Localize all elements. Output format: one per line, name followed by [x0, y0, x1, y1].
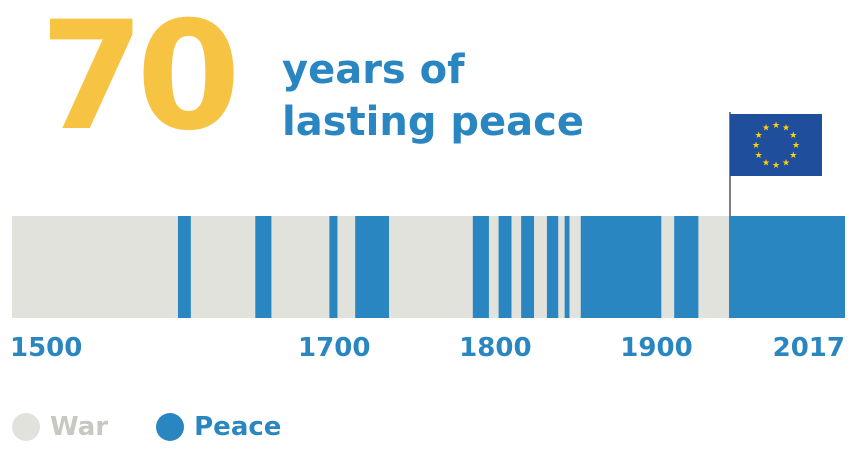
- flag-star-icon: ★: [782, 124, 790, 134]
- legend-label-peace: Peace: [194, 412, 282, 442]
- flag-star-icon: ★: [772, 161, 780, 171]
- flag-star-icon: ★: [762, 158, 770, 168]
- flag-star-icon: ★: [752, 141, 760, 151]
- peace-bar-1911-1926: [674, 216, 699, 318]
- peace-bar-1832-1839: [546, 216, 559, 318]
- peace-bar-1945-2017: [728, 216, 845, 318]
- headline-number: 70: [40, 0, 241, 164]
- tick-label-2017: 2017: [773, 333, 845, 363]
- flag-star-icon: ★: [792, 141, 800, 151]
- peace-bar-1786-1796: [472, 216, 489, 318]
- x-axis-tick-labels: 1500 1700 1800 1900 2017: [10, 333, 845, 363]
- legend: War Peace: [12, 412, 329, 442]
- peace-timeline-chart: ★ ★★★★★★★★★★★ 1500 1700 1800 1900 2017: [10, 112, 845, 363]
- peace-bar-1816-1824: [521, 216, 535, 318]
- eu-flag-field: [729, 114, 822, 176]
- flag-star-icon: ★: [755, 151, 763, 161]
- headline-line-1: years of: [282, 47, 465, 93]
- legend-item-peace: Peace: [156, 412, 281, 442]
- peace-bar-1843-1846: [564, 216, 570, 318]
- tick-label-1500: 1500: [10, 333, 82, 363]
- legend-swatch-peace: [156, 413, 185, 441]
- war-background-bar: [12, 216, 845, 318]
- flag-star-icon: ★: [789, 131, 797, 141]
- headline-text: years of lasting peace: [282, 44, 584, 148]
- peace-bar-1802-1810: [498, 216, 512, 318]
- flag-star-icon: ★: [762, 124, 770, 134]
- tick-label-1900: 1900: [620, 333, 692, 363]
- flag-star-icon: ★: [755, 131, 763, 141]
- legend-item-war: War: [12, 412, 108, 442]
- legend-swatch-war: [12, 413, 40, 441]
- peace-bar-1603-1611: [177, 216, 191, 318]
- flag-star-icon: ★: [772, 121, 780, 131]
- headline-line-2: lasting peace: [282, 99, 584, 145]
- flag-star-icon: ★: [789, 151, 797, 161]
- peace-bars-group: [177, 216, 845, 318]
- tick-label-1700: 1700: [298, 333, 370, 363]
- peace-bar-1697-1702: [329, 216, 338, 318]
- flag-star-icon: ★: [782, 158, 790, 168]
- legend-label-war: War: [50, 412, 109, 442]
- eu-flag-icon: ★ ★★★★★★★★★★★: [729, 114, 822, 176]
- tick-label-1800: 1800: [459, 333, 531, 363]
- peace-bar-1853-1903: [580, 216, 662, 318]
- peace-bar-1651-1661: [255, 216, 272, 318]
- peace-bar-1713-1734: [355, 216, 390, 318]
